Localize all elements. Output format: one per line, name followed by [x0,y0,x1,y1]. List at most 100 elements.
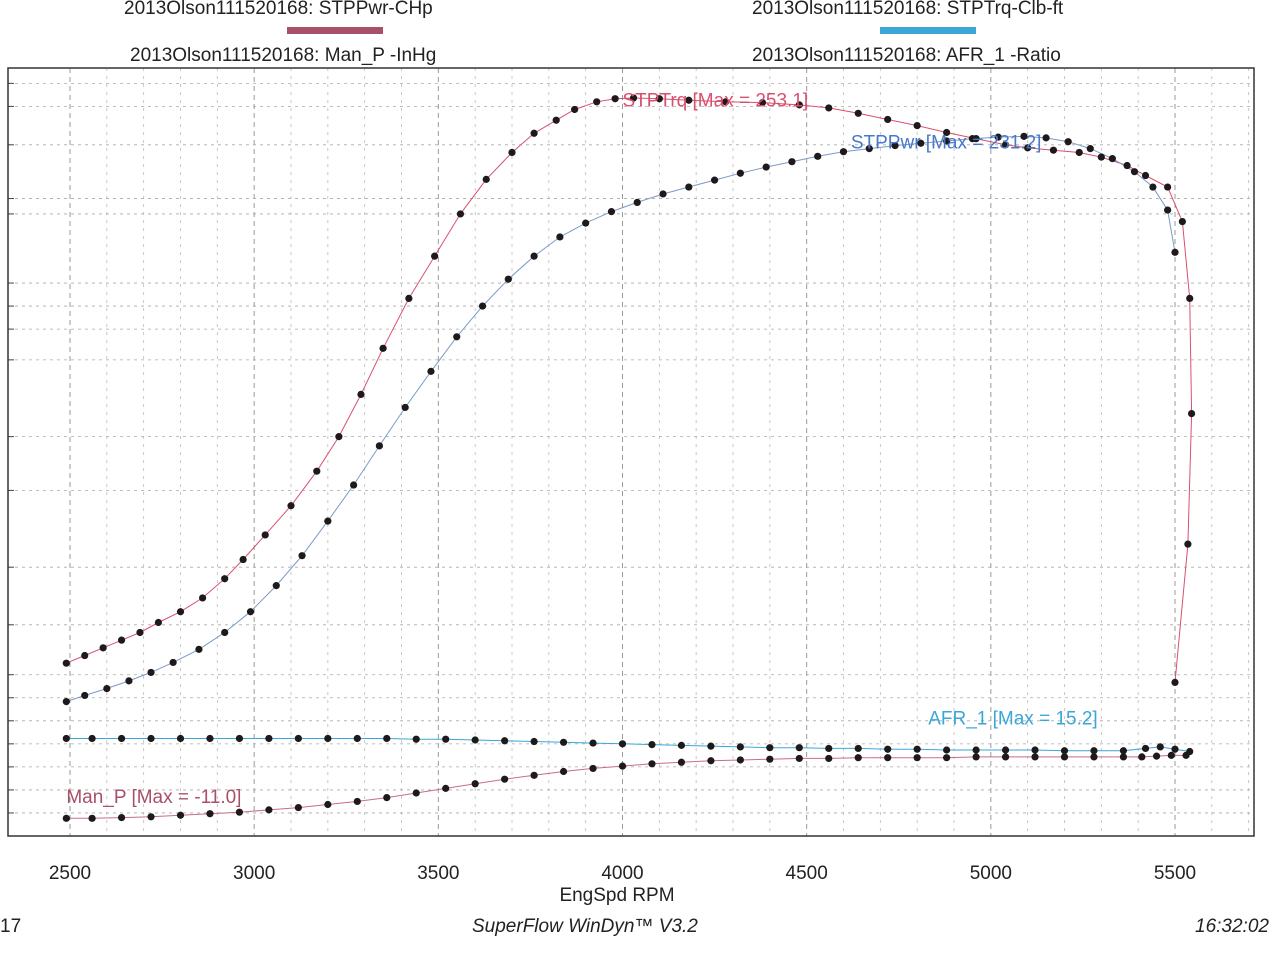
footer-center: SuperFlow WinDyn™ V3.2 [472,916,698,937]
data-point [825,744,833,753]
data-point [629,94,638,102]
data-point [762,163,770,171]
data-point [707,757,715,765]
data-point [530,129,538,137]
footer-right: 16:32:02 [1195,916,1269,937]
data-point [1130,168,1139,176]
chart-annotation: Man_P [Max = -11.0] [66,787,241,808]
data-point [206,810,214,818]
data-point [1075,148,1083,157]
data-point [1141,171,1150,180]
data-point [968,135,977,143]
data-point [1152,752,1161,760]
data-point [221,575,229,583]
data-point [453,333,461,341]
data-point [766,744,774,752]
data-point [265,734,273,743]
data-point [1060,747,1069,755]
x-tick-label: 2500 [49,863,91,884]
data-point [1186,294,1194,302]
data-point [62,659,70,667]
data-point [618,762,627,770]
data-point [1020,132,1028,140]
x-tick-label: 3000 [233,863,275,884]
data-point [884,754,892,762]
data-point [943,137,951,145]
data-point [685,183,693,191]
data-point [239,555,247,564]
data-point [147,668,155,677]
data-point [1156,743,1164,751]
data-point [854,744,862,753]
data-point [685,96,693,104]
data-point [582,219,590,227]
data-point [891,141,899,150]
data-point [324,517,332,525]
data-point [154,618,162,627]
data-point [287,502,295,510]
data-point [1031,746,1039,754]
x-tick-labels: 2500 3000 3500 4000 4500 5000 5500 [49,863,1196,884]
data-point [611,95,619,103]
data-point [431,252,439,260]
legend-swatch-stptrq [880,27,976,34]
x-tick-label: 4000 [601,863,643,884]
data-point [353,734,361,743]
data-point [147,813,155,821]
x-tick-label: 4500 [786,863,828,884]
chart-annotation: AFR_1 [Max = 15.2] [928,709,1098,730]
x-tick-label: 5500 [1154,863,1196,884]
data-point [736,169,744,177]
data-point [1171,745,1179,753]
annotations: STPTrq [Max = 253.1] STPPwr [Max = 231.2]… [66,90,1097,808]
data-point [324,800,332,809]
data-point [147,734,155,743]
data-point [62,734,70,743]
data-point [442,784,450,792]
series-line-2 [66,738,1190,752]
data-point [206,734,214,743]
data-point [62,698,70,706]
data-point [1097,153,1105,161]
data-point [710,176,719,184]
x-axis-label: EngSpd RPM [559,885,674,906]
data-point [482,175,490,183]
data-point [559,767,568,776]
legend-label-stptrq: 2013Olson111520168: STPTrq-Clb-ft [752,0,1064,19]
data-point [1167,751,1175,759]
plot-frame [7,67,1255,837]
data-point [884,745,892,753]
data-point [825,104,833,112]
data-point [943,754,951,762]
data-point [633,198,641,206]
data-point [1178,218,1186,226]
data-point [88,814,96,822]
data-point [814,152,822,160]
data-point [1119,747,1128,755]
data-point [607,208,616,216]
data-point [1184,540,1192,548]
data-point [471,736,479,744]
data-point [530,737,538,746]
data-point [471,780,479,788]
data-point [504,275,512,283]
data-point [589,764,597,773]
data-point [593,98,601,106]
data-point [383,794,391,802]
data-point [375,442,383,450]
data-point [265,806,273,814]
data-point [501,737,509,745]
data-point [913,754,921,762]
data-point [972,746,980,754]
data-point [648,760,656,768]
series-line-0 [66,97,1193,683]
series-line-1 [66,135,1176,703]
data-point [659,190,667,198]
data-point [865,145,873,153]
data-point [478,302,487,310]
data-point [176,608,185,616]
legend-label-afr: 2013Olson111520168: AFR_1 -Ratio [752,45,1061,66]
legend-label-stppwr: 2013Olson111520168: STPPwr-CHp [124,0,433,19]
data-point [556,233,564,241]
data-point [412,735,420,743]
